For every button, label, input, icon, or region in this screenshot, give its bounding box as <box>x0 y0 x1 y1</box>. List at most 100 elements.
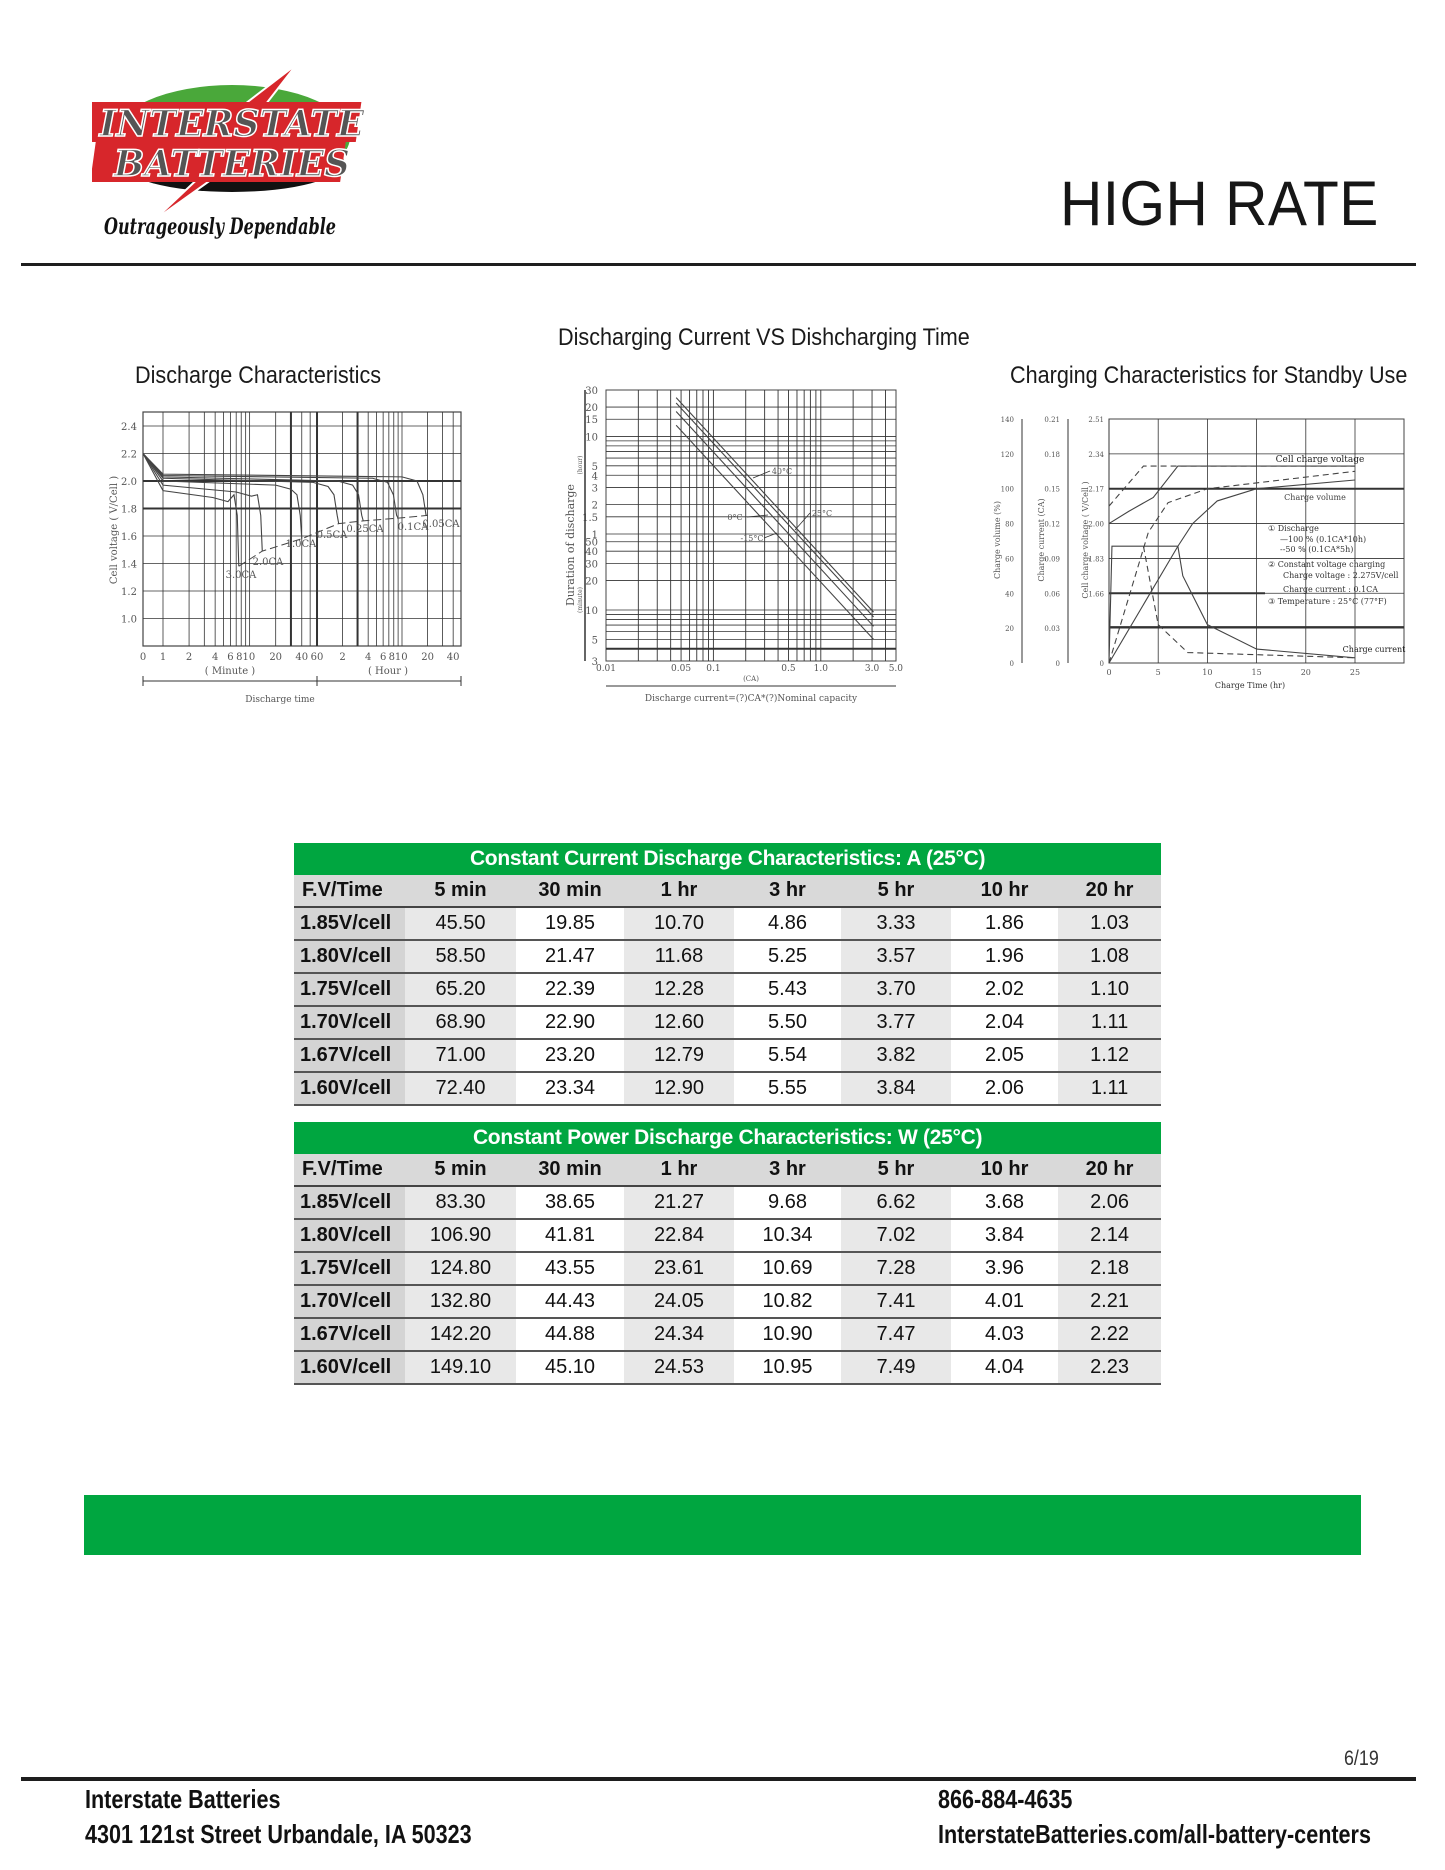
table-cell: 1.86 <box>951 907 1058 941</box>
x-tick-label: 0.1 <box>706 664 720 674</box>
y-tick-label: 1.5 <box>582 513 598 524</box>
axis3-label: Cell charge voltage ( V/Cell ) <box>1081 481 1090 598</box>
x-axis-label: Discharge time <box>245 695 315 705</box>
column-header: 20 hr <box>1058 1154 1162 1187</box>
footer-address: 4301 121st Street Urbandale, IA 50323 <box>85 1819 472 1849</box>
table-cell: 45.50 <box>405 907 516 941</box>
row-label: 1.75V/cell <box>294 973 405 1007</box>
table-cell: 65.20 <box>405 973 516 1007</box>
table-cell: 3.82 <box>841 1039 951 1073</box>
y-tick-label: 1.2 <box>121 587 137 598</box>
charge-volume-label: Charge volume <box>1284 493 1346 502</box>
table-cell: 12.79 <box>624 1039 734 1073</box>
column-header: 30 min <box>516 875 624 908</box>
y-tick-label: 1.6 <box>121 532 137 543</box>
axis2-tick-label: 0.09 <box>1044 555 1060 563</box>
x-tick-label: 1.0 <box>814 664 829 674</box>
x-tick-label: 4 <box>212 652 218 663</box>
axis3-tick-label: 2.34 <box>1088 451 1104 459</box>
table-cell: 3.57 <box>841 940 951 974</box>
curve-label: 25°C <box>812 509 832 518</box>
table-cell: 1.11 <box>1058 1072 1162 1106</box>
x-tick-label: 20 <box>269 652 282 663</box>
y-tick-label: 2 <box>592 501 598 512</box>
table-cell: 2.21 <box>1058 1285 1162 1319</box>
row-label: 1.70V/cell <box>294 1285 405 1319</box>
table-row: 1.70V/cell 132.80 44.43 24.05 10.82 7.41 4.01 2… <box>294 1285 1162 1319</box>
footer-divider <box>21 1777 1416 1781</box>
footer-phone[interactable]: 866-884-4635 <box>938 1784 1073 1814</box>
table-cell: 58.50 <box>405 940 516 974</box>
table-cell: 4.86 <box>734 907 841 941</box>
column-header: 10 hr <box>951 875 1058 908</box>
discharge-chart-title: Discharge Characteristics <box>135 362 382 389</box>
charge-volume-dashed <box>1108 470 1356 664</box>
axis1-tick-label: 80 <box>1005 521 1014 529</box>
column-header: 5 min <box>405 875 516 908</box>
temperature-curve-25°C <box>675 402 874 618</box>
table-cell: 10.70 <box>624 907 734 941</box>
table-cell: 12.60 <box>624 1006 734 1040</box>
table-cell: 2.06 <box>951 1072 1058 1106</box>
x-tick-label: 3.0 <box>865 664 880 674</box>
temperature-curve-0°C <box>675 411 874 627</box>
y-tick-label: 2.0 <box>121 477 137 488</box>
discharge-characteristics-chart: 2.42.22.01.81.61.41.21.00 1 2 4 6 810 20 40 60 2 4… <box>109 386 1406 705</box>
y-tick-label: 50 <box>585 538 598 549</box>
y-tick-label: 30 <box>585 559 598 570</box>
table-cell: 2.02 <box>951 973 1058 1007</box>
legend-note: ① Discharge <box>1268 524 1319 533</box>
table-cell: 5.50 <box>734 1006 841 1040</box>
table-cell: 2.05 <box>951 1039 1058 1073</box>
constant-power-table: Constant Power Discharge Characteristics… <box>294 1122 1162 1385</box>
page-number: 6/19 <box>1344 1747 1379 1770</box>
axis1-tick-label: 120 <box>1001 451 1014 459</box>
table-cell: 2.22 <box>1058 1318 1162 1352</box>
row-label: 1.80V/cell <box>294 940 405 974</box>
footer-website-link[interactable]: InterstateBatteries.com/all-battery-cent… <box>938 1819 1371 1849</box>
table-cell: 1.03 <box>1058 907 1162 941</box>
y-tick-label: 1 <box>592 530 598 541</box>
table-cell: 7.28 <box>841 1252 951 1286</box>
table-cell: 11.68 <box>624 940 734 974</box>
x-tick-label: 20 <box>421 652 434 663</box>
table-cell: 2.04 <box>951 1006 1058 1040</box>
curve-leader <box>763 532 778 539</box>
column-header: 30 min <box>516 1154 624 1187</box>
y-tick-label: 2.2 <box>121 450 137 461</box>
x-tick-label: 0.01 <box>596 664 616 674</box>
discharge-curve-0.1CA <box>142 453 399 519</box>
table-cell: 3.77 <box>841 1006 951 1040</box>
table-cell: 10.82 <box>734 1285 841 1319</box>
minute-unit-label: (minute) <box>577 587 584 613</box>
x-tick-label: 810 <box>389 652 408 663</box>
table-cell: 4.03 <box>951 1318 1058 1352</box>
table-cell: 1.11 <box>1058 1006 1162 1040</box>
table-cell: 3.68 <box>951 1186 1058 1220</box>
legend-note: --50 % (0.1CA*5h) <box>1280 545 1353 554</box>
logo-text-1: INTERSTATE <box>99 103 365 145</box>
table-cell: 1.96 <box>951 940 1058 974</box>
table-cell: 24.05 <box>624 1285 734 1319</box>
logo-band-bottom <box>92 142 346 182</box>
table-cell: 2.18 <box>1058 1252 1162 1286</box>
minute-label: ( Minute ) <box>205 666 256 677</box>
table-row: 1.70V/cell 68.90 22.90 12.60 5.50 3.77 2.04 1.1… <box>294 1006 1162 1040</box>
table-row: 1.75V/cell 65.20 22.39 12.28 5.43 3.70 2.02 1.1… <box>294 973 1162 1007</box>
row-label: 1.67V/cell <box>294 1039 405 1073</box>
table-cell: 41.81 <box>516 1219 624 1253</box>
table-cell: 1.08 <box>1058 940 1162 974</box>
charging-chart-title: Charging Characteristics for Standby Use <box>1010 362 1408 389</box>
charge-current-label: Charge current <box>1343 645 1406 654</box>
table-cell: 10.34 <box>734 1219 841 1253</box>
page-title: HIGH RATE <box>1060 169 1379 239</box>
x-tick-label: 40 <box>447 652 460 663</box>
table-cell: 44.88 <box>516 1318 624 1352</box>
table-cell: 22.90 <box>516 1006 624 1040</box>
x-axis-label: Charge Time (hr) <box>1215 681 1285 690</box>
table-cell: 1.12 <box>1058 1039 1162 1073</box>
table-cell: 44.43 <box>516 1285 624 1319</box>
axis3-tick-label: 0 <box>1100 660 1104 668</box>
curve-label: -15°C <box>740 534 763 543</box>
constant-current-table: Constant Current Discharge Characteristi… <box>294 843 1162 1106</box>
